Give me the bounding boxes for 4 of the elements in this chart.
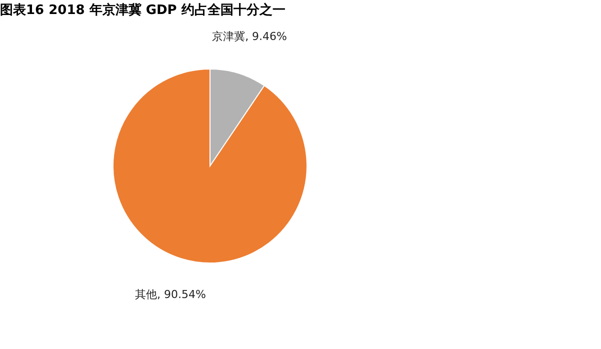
- chart-title: 图表16 2018 年京津冀 GDP 约占全国十分之一: [0, 2, 286, 18]
- pie-slice: [112, 68, 308, 264]
- slice-label: 其他, 90.54%: [135, 288, 206, 302]
- slice-label: 京津冀, 9.46%: [212, 30, 287, 43]
